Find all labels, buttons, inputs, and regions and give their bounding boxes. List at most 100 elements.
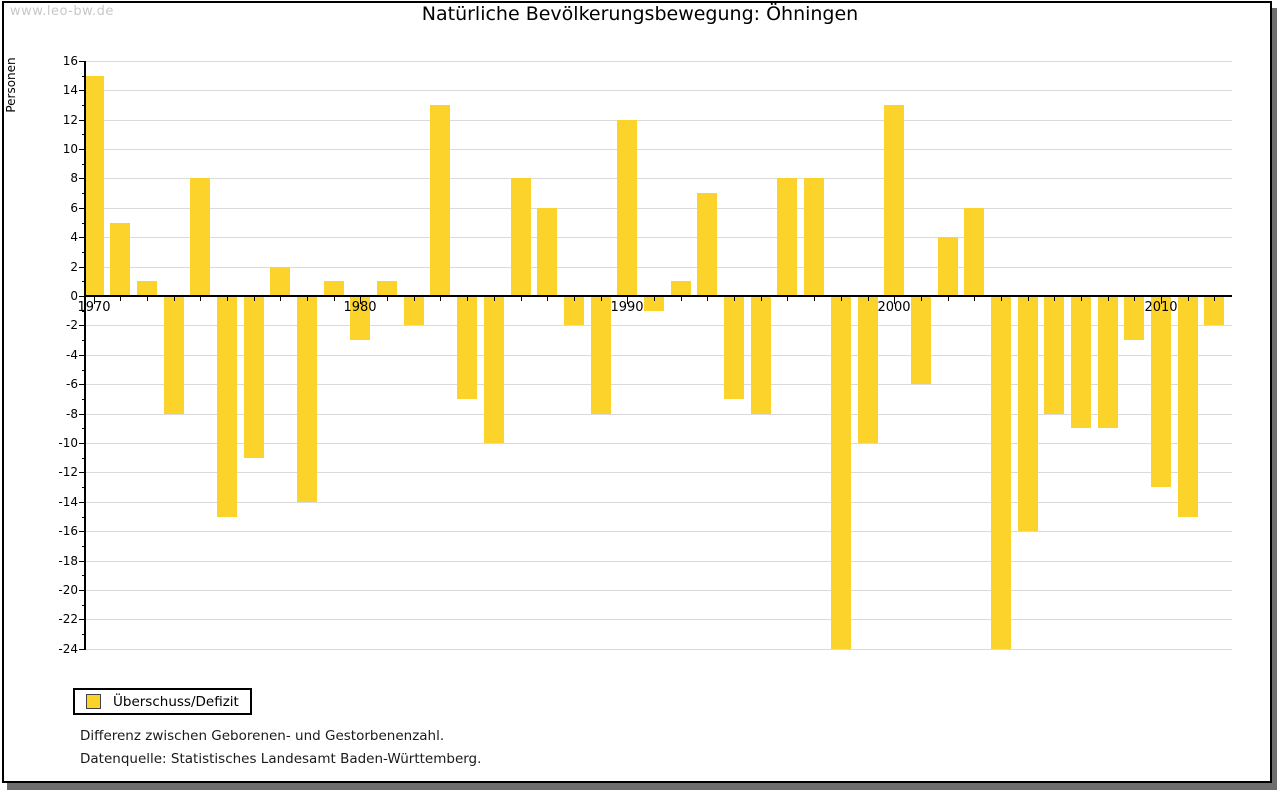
watermark: www.leo-bw.de — [10, 4, 114, 19]
x-tick — [227, 297, 228, 301]
y-tick — [82, 546, 85, 547]
y-tick-label: -16 — [58, 524, 78, 538]
y-tick — [82, 76, 85, 77]
x-tick — [414, 297, 415, 301]
y-tick-label: -20 — [58, 583, 78, 597]
x-tick — [547, 297, 548, 301]
note-source: Datenquelle: Statistisches Landesamt Bad… — [80, 751, 482, 767]
y-tick-label: 8 — [70, 171, 78, 185]
x-tick — [761, 297, 762, 301]
bar-1999 — [858, 297, 878, 443]
y-tick — [82, 164, 85, 165]
y-tick — [82, 517, 85, 518]
y-tick — [82, 458, 85, 459]
x-tick — [200, 297, 201, 301]
y-tick — [79, 414, 85, 415]
y-tick — [82, 399, 85, 400]
x-tick — [387, 297, 388, 301]
gridline — [85, 149, 1232, 150]
y-tick — [79, 502, 85, 503]
bar-1994 — [724, 297, 744, 399]
gridline — [85, 561, 1232, 562]
gridline — [85, 267, 1232, 268]
bar-2012 — [1204, 297, 1224, 325]
bar-1978 — [297, 297, 317, 502]
x-tick — [574, 297, 575, 301]
x-tick — [1081, 297, 1082, 301]
x-tick — [521, 297, 522, 301]
x-tick — [94, 297, 95, 304]
x-tick-label-1980: 1980 — [343, 300, 377, 315]
y-tick — [82, 252, 85, 253]
gridline — [85, 325, 1232, 326]
y-tick-label: 4 — [70, 230, 78, 244]
y-tick — [79, 649, 85, 650]
x-tick — [147, 297, 148, 301]
x-tick — [974, 297, 975, 301]
y-tick-label: -8 — [66, 407, 78, 421]
x-tick — [1188, 297, 1189, 301]
x-tick-label-1970: 1970 — [77, 300, 111, 315]
bar-1996 — [777, 178, 797, 295]
bar-1983 — [430, 105, 450, 295]
x-tick — [280, 297, 281, 301]
bar-1973 — [164, 297, 184, 414]
x-tick — [440, 297, 441, 301]
y-tick-label: 14 — [62, 83, 78, 97]
gridline — [85, 472, 1232, 473]
bar-1971 — [110, 223, 130, 295]
x-tick-label-2010: 2010 — [1144, 300, 1178, 315]
y-tick — [79, 90, 85, 91]
y-tick — [82, 340, 85, 341]
y-tick — [82, 193, 85, 194]
y-tick-label: -24 — [58, 642, 78, 656]
x-tick — [1054, 297, 1055, 301]
y-tick-label: 16 — [62, 54, 78, 68]
y-tick — [82, 281, 85, 282]
x-tick — [334, 297, 335, 301]
y-tick — [79, 149, 85, 150]
bar-1981 — [377, 281, 397, 295]
y-tick-label: -22 — [58, 612, 78, 626]
bar-1985 — [484, 297, 504, 443]
bar-1993 — [697, 193, 717, 295]
y-tick — [79, 531, 85, 532]
x-tick — [921, 297, 922, 301]
gridline — [85, 414, 1232, 415]
y-tick — [79, 267, 85, 268]
gridline — [85, 590, 1232, 591]
x-axis-line — [84, 295, 1232, 297]
y-tick-label: 6 — [70, 201, 78, 215]
y-tick-label: -12 — [58, 465, 78, 479]
gridline — [85, 649, 1232, 650]
y-tick — [79, 325, 85, 326]
x-tick — [467, 297, 468, 301]
gridline — [85, 502, 1232, 503]
gridline — [85, 61, 1232, 62]
y-tick — [79, 296, 85, 297]
gridline — [85, 178, 1232, 179]
bar-2007 — [1071, 297, 1091, 428]
bar-1970 — [84, 76, 104, 295]
x-tick — [1028, 297, 1029, 301]
y-tick — [79, 208, 85, 209]
x-tick — [1214, 297, 1215, 301]
x-tick — [254, 297, 255, 301]
bar-1979 — [324, 281, 344, 295]
x-tick — [841, 297, 842, 301]
y-axis-line — [84, 61, 86, 650]
gridline — [85, 237, 1232, 238]
gridline — [85, 120, 1232, 121]
y-tick — [79, 384, 85, 385]
y-tick — [82, 105, 85, 106]
y-tick — [79, 178, 85, 179]
y-tick — [82, 428, 85, 429]
x-tick — [734, 297, 735, 301]
x-tick — [627, 297, 628, 304]
x-tick-label-2000: 2000 — [877, 300, 911, 315]
y-tick-label: -18 — [58, 554, 78, 568]
bar-1977 — [270, 267, 290, 295]
legend-label: Überschuss/Defizit — [113, 693, 239, 710]
gridline — [85, 208, 1232, 209]
x-tick-label-1990: 1990 — [610, 300, 644, 315]
